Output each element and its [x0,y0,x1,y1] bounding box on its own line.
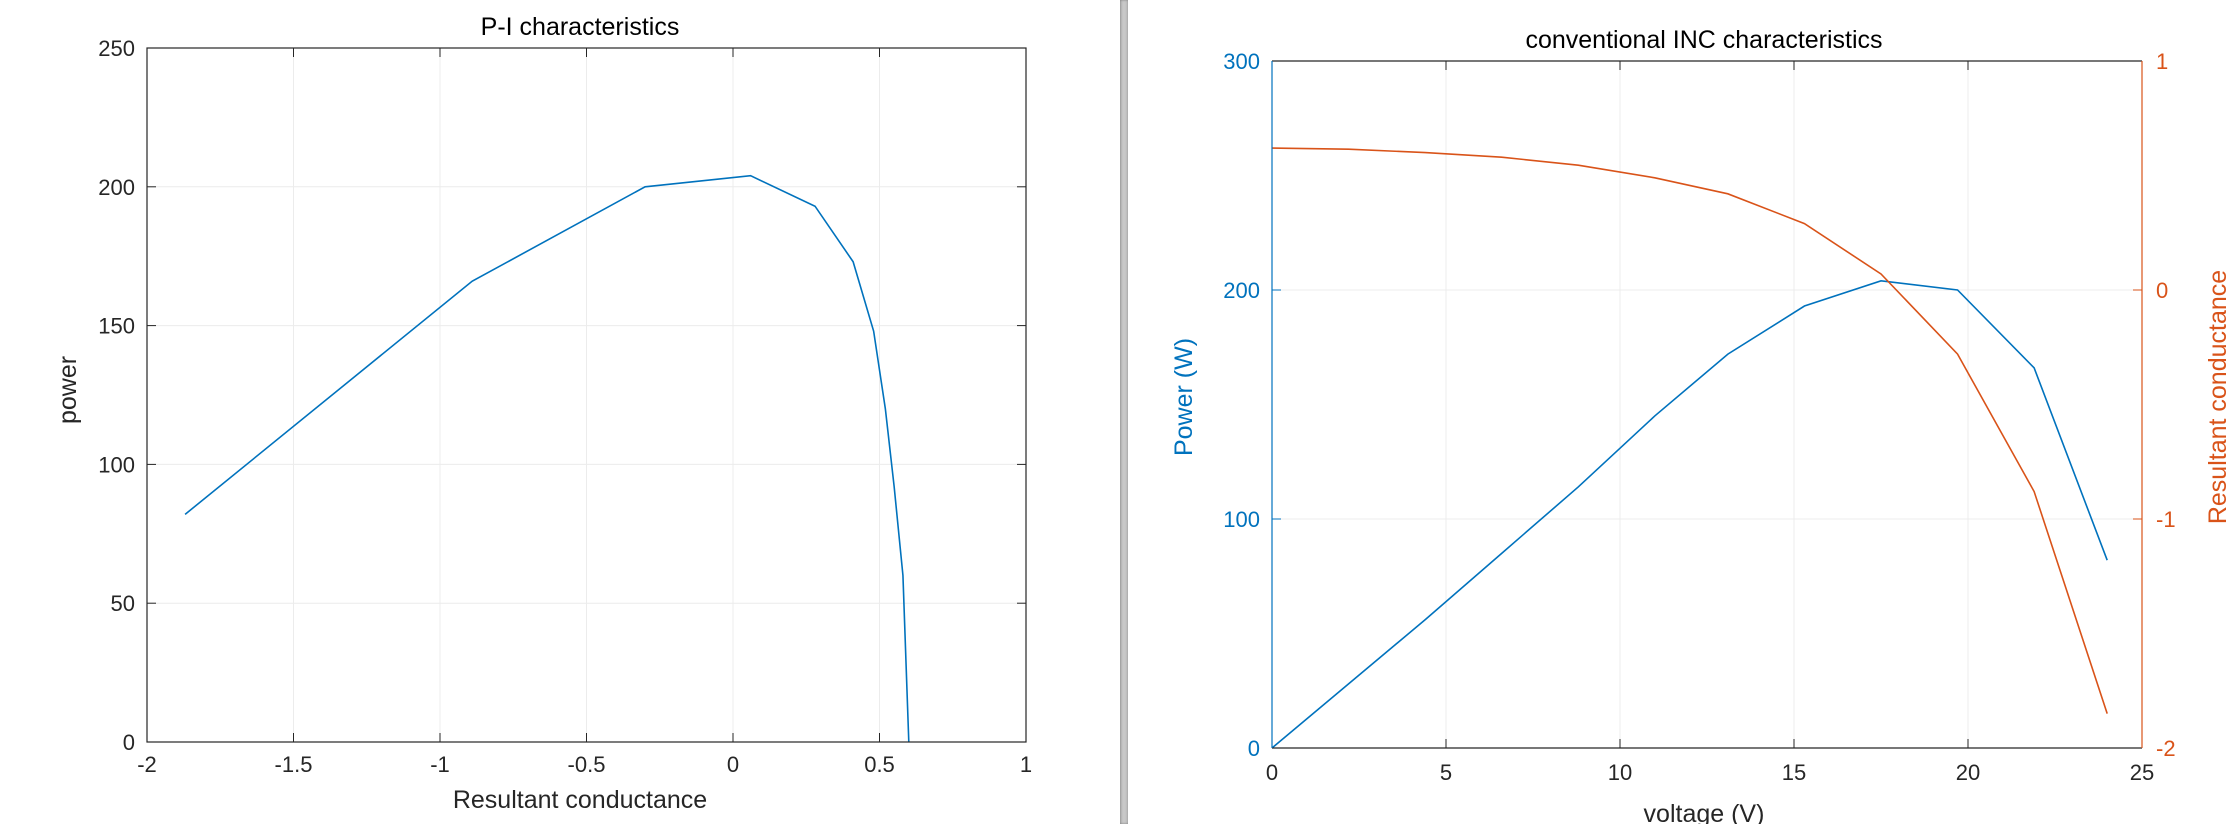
x-tick-label: 10 [1608,760,1632,785]
y-tick-label: 200 [98,175,135,200]
y-tick-label: 250 [98,36,135,61]
conductance-series-line [1271,147,2108,714]
power-series-line [1271,280,2108,749]
y-tick-label-left: 100 [1223,507,1260,532]
x-tick-label: 5 [1440,760,1452,785]
x-axis-label: Resultant conductance [453,786,707,814]
y-tick-label-left: 200 [1223,278,1260,303]
y-tick-label: 100 [98,452,135,477]
x-tick-label: 25 [2130,760,2154,785]
y-tick-label: 0 [123,730,135,755]
power-series-line [184,174,910,743]
x-tick-label: 15 [1782,760,1806,785]
y-axis-label-right: Resultant conductance [2204,270,2232,524]
plot-area [1272,61,2142,748]
x-tick-label: 20 [1956,760,1980,785]
axes-box [146,47,1027,743]
chart-title: P-I characteristics [481,13,680,41]
x-tick-label: 0 [727,752,739,777]
y-tick-label-right: 1 [2156,49,2168,74]
chart-title: conventional INC characteristics [1525,26,1882,54]
conventional-inc-chart: conventional INC characteristics voltage… [1170,26,2232,828]
y-axis-label: power [54,356,82,424]
y-tick-label-right: -2 [2156,736,2176,761]
y-tick-label: 150 [98,314,135,339]
pi-characteristics-chart: P-I characteristics Resultant conductanc… [54,13,1032,814]
x-tick-label: -0.5 [568,752,606,777]
x-axis-label: voltage (V) [1644,800,1765,824]
y-axis-label-left: Power (W) [1170,338,1198,456]
x-tick-label: -1.5 [275,752,313,777]
y-tick-label-left: 0 [1248,736,1260,761]
x-tick-label: 1 [1020,752,1032,777]
left-figure-panel: P-I characteristics Resultant conductanc… [0,0,1120,824]
y-tick-label-left: 300 [1223,49,1260,74]
x-tick-label: -1 [430,752,450,777]
y-tick-label-right: -1 [2156,507,2176,532]
y-tick-label: 50 [111,591,135,616]
x-tick-label: 0.5 [864,752,895,777]
right-figure-panel: conventional INC characteristics voltage… [1128,0,2237,828]
window-divider [1120,0,1128,824]
x-tick-label: -2 [137,752,157,777]
x-tick-label: 0 [1266,760,1278,785]
y-tick-label-right: 0 [2156,278,2168,303]
